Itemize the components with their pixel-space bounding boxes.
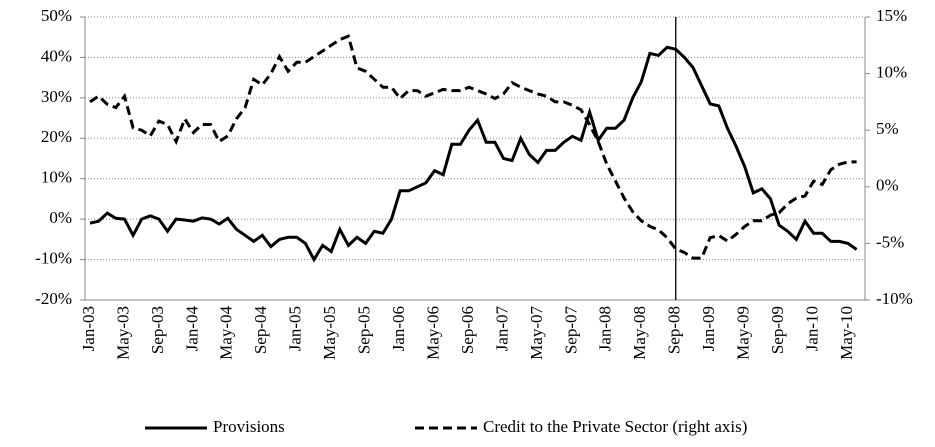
x-tick-label: Sep-04 — [251, 306, 270, 355]
series-line — [89, 45, 858, 263]
y2-tick-label: 15% — [876, 6, 907, 25]
legend-label: Credit to the Private Sector (right axis… — [483, 417, 747, 436]
x-tick-label: Jan-10 — [802, 306, 821, 351]
y-tick-label: 10% — [41, 168, 72, 187]
x-tick-label: May-07 — [527, 306, 546, 360]
x-tick-label: Sep-09 — [768, 306, 787, 354]
y-tick-label: 50% — [41, 6, 72, 25]
x-tick-label: May-08 — [630, 306, 649, 360]
y2-tick-label: 5% — [876, 119, 899, 138]
x-tick-label: Jan-06 — [389, 306, 408, 351]
y-tick-label: 0% — [49, 208, 72, 227]
x-tick-label: Sep-06 — [458, 306, 477, 354]
x-tick-label: Jan-05 — [286, 306, 305, 351]
y2-tick-label: -5% — [876, 232, 904, 251]
x-tick-label: May-09 — [734, 306, 753, 360]
x-tick-label: May-04 — [217, 306, 236, 360]
x-tick-label: Sep-08 — [665, 306, 684, 354]
y2-tick-label: 0% — [876, 176, 899, 195]
x-tick-label: Jan-09 — [699, 306, 718, 351]
series-line — [89, 34, 857, 260]
y2-tick-label: -10% — [876, 289, 913, 308]
y-tick-label: 20% — [41, 127, 72, 146]
x-tick-label: Jan-07 — [492, 306, 511, 352]
y-tick-label: 40% — [41, 46, 72, 65]
x-tick-label: Sep-05 — [355, 306, 374, 354]
x-tick-label: Sep-07 — [561, 306, 580, 355]
y-tick-label: -20% — [35, 289, 72, 308]
y-tick-label: -10% — [35, 248, 72, 267]
x-tick-label: Jan-03 — [79, 306, 98, 351]
y-tick-label: 30% — [41, 87, 72, 106]
x-tick-label: May-05 — [320, 306, 339, 360]
x-tick-label: May-10 — [837, 306, 856, 360]
legend-label: Provisions — [213, 417, 285, 436]
y2-tick-label: 10% — [876, 63, 907, 82]
x-tick-label: Jan-08 — [596, 306, 615, 351]
x-tick-label: Sep-03 — [148, 306, 167, 354]
x-tick-label: Jan-04 — [182, 306, 201, 352]
x-tick-label: May-06 — [423, 306, 442, 360]
x-tick-label: May-03 — [113, 306, 132, 360]
